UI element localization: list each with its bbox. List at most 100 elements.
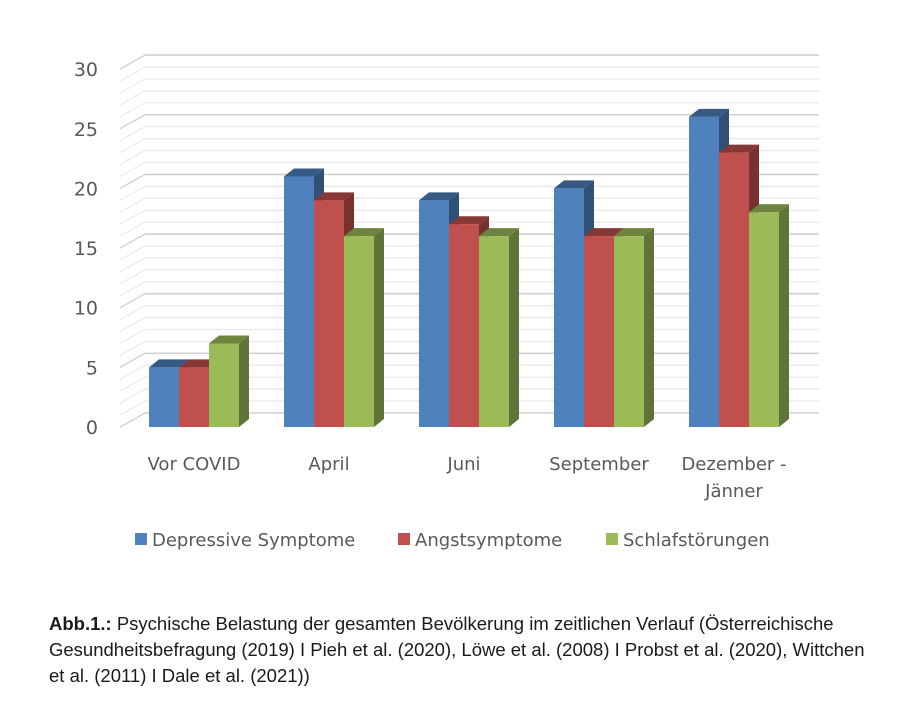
y-tick-label: 10 (74, 298, 98, 320)
bar-top (209, 335, 249, 344)
bar-top (284, 168, 324, 177)
bar-top (449, 216, 489, 225)
legend-label: Depressive Symptome (152, 530, 355, 551)
bar-front (314, 200, 344, 427)
gridline-diagonal (119, 150, 146, 165)
legend-label: Angstsymptome (415, 530, 562, 551)
gridline-diagonal (119, 54, 146, 70)
x-tick-label: Jänner (704, 481, 763, 502)
x-tick-label: April (308, 454, 349, 475)
caption-text: Psychische Belastung der gesamten Bevölk… (49, 613, 865, 686)
gridline-diagonal (119, 281, 146, 297)
bar-top (479, 228, 519, 237)
x-tick-label: Dezember - (681, 454, 786, 475)
bar-front (449, 224, 479, 427)
legend-swatch (398, 533, 410, 545)
legend-swatch (606, 533, 618, 545)
bar-side (779, 204, 789, 427)
bar-top (584, 228, 624, 237)
bar (614, 228, 654, 427)
x-tick-label: Vor COVID (148, 454, 241, 475)
y-tick-label: 20 (74, 178, 98, 200)
bar-top (314, 192, 354, 201)
bar-group (149, 335, 249, 427)
legend-item: Schlafstörungen (606, 530, 770, 551)
gridline-diagonal (119, 329, 146, 344)
bar-front (344, 236, 374, 427)
gridline-diagonal (119, 317, 146, 332)
bar-group (689, 108, 789, 428)
x-tick-label: Juni (446, 454, 480, 475)
legend-item: Depressive Symptome (135, 530, 355, 551)
caption-label: Abb.1.: (49, 613, 112, 634)
y-tick-label: 15 (74, 238, 98, 260)
bar-top (749, 204, 789, 213)
gridline-diagonal (119, 126, 146, 142)
gridline-diagonal (119, 185, 146, 201)
legend-item: Angstsymptome (398, 530, 562, 551)
bar-front (479, 236, 509, 427)
bar-side (374, 228, 384, 427)
gridline-diagonal (119, 197, 146, 213)
bar-front (689, 116, 719, 427)
gridline-diagonal (119, 209, 146, 225)
figure-caption: Abb.1.: Psychische Belastung der gesamte… (49, 611, 879, 689)
y-tick-label: 30 (74, 59, 98, 81)
gridline-diagonal (119, 138, 146, 154)
bar-top (689, 108, 729, 117)
legend: Depressive Symptome Angstsymptome Schlafst… (135, 530, 770, 551)
bar-side (644, 228, 654, 427)
bar-top (554, 180, 594, 189)
bar (344, 228, 384, 427)
gridline-diagonal (119, 293, 146, 309)
bar-top (419, 192, 459, 201)
bar-front (284, 176, 314, 427)
bar-front (749, 212, 779, 427)
bar-group (419, 192, 519, 427)
y-tick-label: 25 (74, 119, 98, 141)
y-axis-ticks: 0 5 10 15 20 25 30 (74, 59, 98, 439)
gridline-diagonal (119, 90, 146, 106)
gridline-diagonal (119, 102, 146, 118)
bar (479, 228, 519, 427)
bar-front (584, 236, 614, 427)
bar-front (719, 152, 749, 428)
bar-front (149, 367, 179, 427)
gridline-diagonal (119, 114, 146, 130)
gridline-diagonal (119, 412, 146, 428)
gridline-diagonal (119, 78, 146, 94)
y-tick-label: 0 (86, 417, 98, 439)
bar-front (554, 188, 584, 427)
gridline-diagonal (119, 400, 146, 416)
gridline-diagonal (119, 376, 146, 392)
gridline-diagonal (119, 162, 146, 177)
bar-group (284, 168, 384, 427)
bar-front (179, 367, 209, 427)
legend-swatch (135, 533, 147, 545)
gridline-diagonal (119, 233, 146, 249)
y-tick-label: 5 (86, 357, 98, 379)
bar-top (614, 228, 654, 237)
bar-top (344, 228, 384, 237)
gridline-diagonal (119, 388, 146, 404)
gridline-diagonal (119, 352, 146, 368)
gridline-diagonal (119, 257, 146, 273)
bar-front (209, 343, 239, 427)
gridline-diagonal (119, 305, 146, 321)
x-axis-labels: Vor COVID April Juni September Dezember - Jän… (148, 454, 787, 502)
chart: 0 5 10 15 20 25 30 Vor COVID April Juni September… (74, 54, 819, 551)
bar-side (239, 335, 249, 427)
bar-top (719, 144, 759, 153)
gridline-diagonal (119, 340, 146, 356)
bar (209, 335, 249, 427)
legend-label: Schlafstörungen (623, 530, 770, 551)
bar-group (554, 180, 654, 427)
x-tick-label: September (549, 454, 649, 475)
gridline-diagonal (119, 269, 146, 285)
gridline-diagonal (119, 364, 146, 380)
bar-side (509, 228, 519, 427)
gridline-diagonal (119, 221, 146, 237)
bar-top (149, 359, 189, 368)
gridline-diagonal (119, 173, 146, 189)
bar-front (419, 200, 449, 427)
